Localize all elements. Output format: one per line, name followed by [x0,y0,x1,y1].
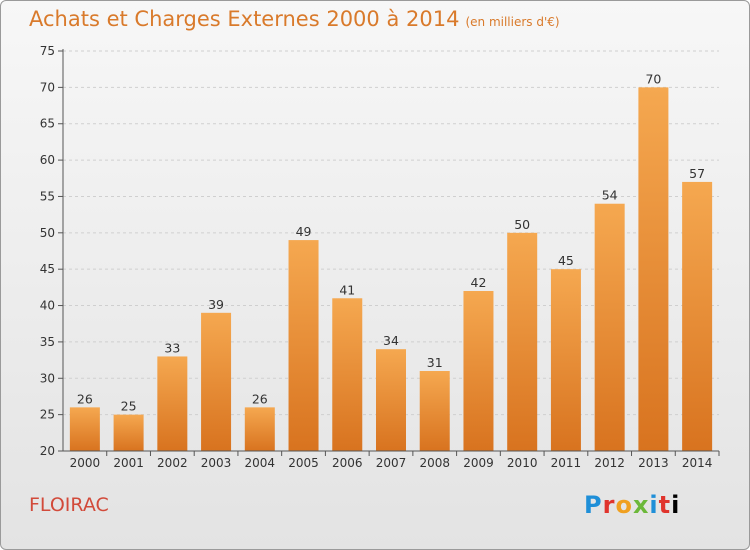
y-tick-label: 30 [40,371,55,385]
y-tick-label: 70 [40,80,55,94]
x-tick-label: 2013 [638,456,669,470]
bar-value-label: 25 [121,399,137,414]
logo-letter: x [632,491,650,519]
bar [507,232,538,451]
bar [419,371,450,451]
chart-title-text: Achats et Charges Externes 2000 à 2014 [29,7,460,31]
bar-value-label: 50 [514,217,530,232]
y-tick-label: 25 [40,408,55,422]
logo-letter: t [658,491,672,519]
axes: 20 25 30 35 40 45 50 55 60 65 70 75 2000 2001 2002 2003… [40,44,720,470]
bars: 26 25 33 39 26 49 41 34 31 42 50 45 54 70 57 [69,71,713,451]
y-tick-label: 65 [40,117,55,131]
x-tick-label: 2008 [419,456,450,470]
bar [69,407,100,451]
bar-value-label: 26 [77,391,93,406]
x-tick-label: 2009 [463,456,494,470]
logo-letter: i [671,491,681,519]
y-tick-label: 40 [40,299,55,313]
bar-value-label: 45 [558,253,574,268]
chart-title: Achats et Charges Externes 2000 à 2014 (e… [29,7,560,31]
x-tick-label: 2014 [682,456,713,470]
x-tick-label: 2011 [551,456,582,470]
bar [288,240,319,451]
y-tick-label: 75 [40,44,55,58]
logo-letter: P [584,491,603,519]
bar [550,269,581,451]
y-tick-label: 60 [40,153,55,167]
bar [594,203,625,451]
bar-value-label: 54 [602,188,618,203]
bar [638,87,669,451]
bar-value-label: 31 [427,355,443,370]
chart-unit: (en milliers d'€) [465,15,560,29]
logo-letter: i [649,491,659,519]
y-tick-label: 50 [40,226,55,240]
bar [332,298,363,451]
proxiti-logo: Proxiti [584,491,680,519]
bar-value-label: 57 [689,166,705,181]
bar [376,349,406,451]
bar [201,312,232,451]
x-tick-label: 2004 [245,456,276,470]
x-tick-label: 2003 [201,456,232,470]
bar-value-label: 33 [164,340,180,355]
x-tick-label: 2005 [288,456,319,470]
x-tick-label: 2002 [157,456,188,470]
bar [463,291,494,451]
x-tick-label: 2001 [113,456,144,470]
bar-value-label: 34 [383,333,399,348]
x-tick-label: 2012 [594,456,625,470]
bar-value-label: 39 [208,297,224,312]
bar-value-label: 26 [252,391,268,406]
bar [682,181,713,451]
bar [157,356,188,451]
logo-letter: r [602,491,616,519]
bar-value-label: 42 [471,275,487,290]
x-tick-label: 2006 [332,456,363,470]
bar [244,407,275,451]
x-tick-label: 2007 [376,456,407,470]
x-tick-label: 2000 [70,456,101,470]
bar [113,414,144,451]
y-tick-label: 35 [40,335,55,349]
city-label: FLOIRAC [29,494,109,516]
y-tick-label: 45 [40,262,55,276]
y-tick-label: 20 [40,444,55,458]
y-tick-label: 55 [40,189,55,203]
bar-value-label: 41 [339,282,355,297]
bar-value-label: 49 [296,224,312,239]
logo-letter: o [615,491,633,519]
x-tick-label: 2010 [507,456,538,470]
bar-value-label: 70 [645,71,661,86]
